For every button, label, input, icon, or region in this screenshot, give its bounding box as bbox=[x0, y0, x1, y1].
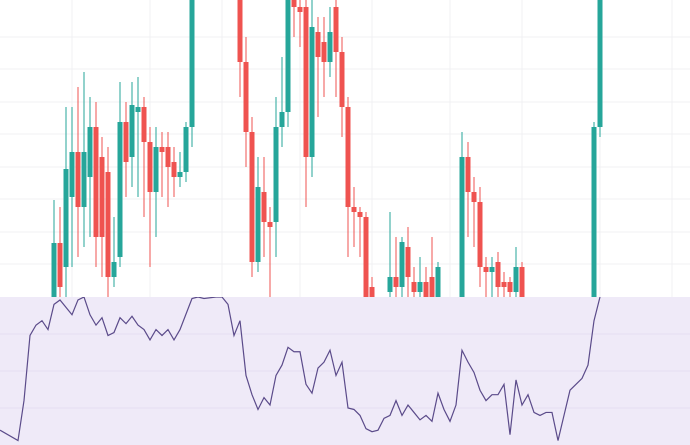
indicator-line bbox=[0, 297, 601, 442]
candle-body bbox=[483, 267, 489, 272]
candle-body bbox=[51, 243, 57, 297]
candle-body bbox=[495, 262, 501, 287]
candle-body bbox=[123, 122, 129, 162]
candle-body bbox=[351, 207, 357, 212]
candle-body bbox=[291, 0, 297, 7]
candle-body bbox=[111, 262, 117, 277]
candle-body bbox=[429, 277, 435, 297]
candle-body bbox=[81, 152, 87, 207]
candle-body bbox=[321, 42, 327, 62]
candle-body bbox=[363, 217, 369, 297]
candle-body bbox=[171, 162, 177, 177]
candle-body bbox=[417, 282, 423, 292]
candle-body bbox=[303, 7, 309, 157]
candle-body bbox=[387, 277, 393, 292]
candle-body bbox=[423, 282, 429, 297]
candle-body bbox=[399, 242, 405, 287]
candle-body bbox=[279, 112, 285, 127]
candle-body bbox=[507, 282, 513, 292]
candle-body bbox=[297, 7, 303, 12]
candle-body bbox=[501, 282, 507, 287]
candle-body bbox=[159, 147, 165, 152]
candle-body bbox=[471, 192, 477, 202]
candle-body bbox=[411, 282, 417, 292]
candle-body bbox=[405, 247, 411, 277]
candle-body bbox=[597, 0, 603, 127]
candle-body bbox=[165, 147, 171, 167]
candle-body bbox=[249, 132, 255, 262]
candle-body bbox=[129, 105, 135, 157]
indicator-plot bbox=[0, 297, 690, 442]
candle-body bbox=[459, 157, 465, 297]
candle-body bbox=[237, 0, 243, 62]
candle-body bbox=[285, 0, 291, 112]
candle-body bbox=[519, 267, 525, 297]
candle-body bbox=[57, 243, 63, 287]
candle-body bbox=[183, 127, 189, 172]
candle-body bbox=[591, 127, 597, 297]
candle-body bbox=[87, 127, 93, 177]
candle-body bbox=[255, 187, 261, 262]
candle-body bbox=[141, 107, 147, 142]
candle-body bbox=[267, 222, 273, 227]
candle-body bbox=[153, 147, 159, 192]
candle-body bbox=[105, 172, 111, 277]
candle-body bbox=[327, 32, 333, 62]
candle-body bbox=[465, 157, 471, 192]
candle-body bbox=[513, 267, 519, 292]
candle-body bbox=[273, 127, 279, 222]
candle-body bbox=[369, 287, 375, 297]
candle-body bbox=[147, 142, 153, 192]
candle-body bbox=[135, 107, 141, 112]
candle-body bbox=[243, 62, 249, 132]
price-panel bbox=[0, 0, 690, 297]
candle-body bbox=[261, 192, 267, 222]
candle-body bbox=[75, 152, 81, 207]
candle-body bbox=[357, 212, 363, 217]
candle-body bbox=[345, 107, 351, 207]
candle-body bbox=[435, 267, 441, 297]
candle-body bbox=[117, 122, 123, 257]
candle-body bbox=[489, 267, 495, 272]
candle-body bbox=[477, 202, 483, 267]
candle-body bbox=[99, 157, 105, 237]
candle-body bbox=[189, 0, 195, 127]
candle-body bbox=[333, 7, 339, 52]
candle-body bbox=[63, 169, 69, 267]
candle-body bbox=[93, 127, 99, 237]
candle-body bbox=[339, 52, 345, 107]
candle-body bbox=[315, 32, 321, 57]
candle-body bbox=[393, 277, 399, 287]
candle-body bbox=[309, 27, 315, 157]
candle-body bbox=[69, 152, 75, 197]
candle-body bbox=[177, 172, 183, 177]
